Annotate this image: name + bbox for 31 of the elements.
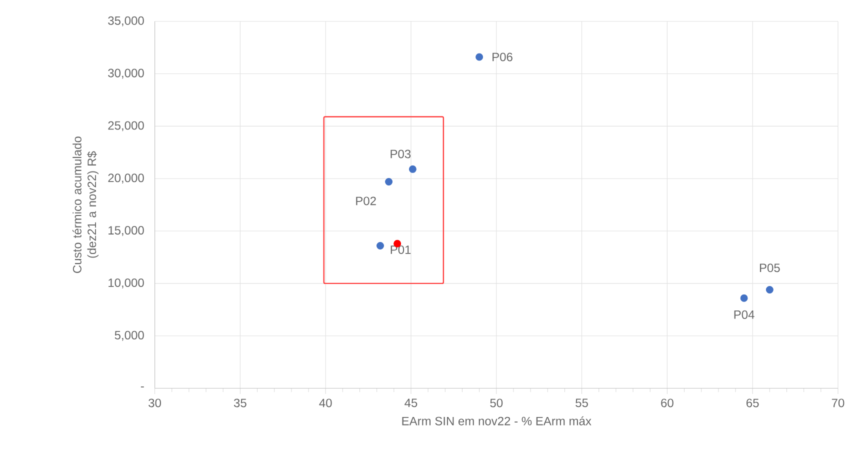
y-tick-label: 20,000 [108,174,144,184]
point [408,165,416,173]
x-tick-label: 70 [832,398,844,408]
x-tick-label: 30 [148,398,161,408]
annotation: P03 [390,150,411,158]
y-tick-label: 15,000 [108,226,144,236]
x-tick-label: 60 [661,398,674,408]
annotation: P02 [356,196,376,206]
x-tick-label: 50 [490,398,503,408]
x-tick-label: 45 [404,398,418,408]
point [476,53,484,61]
y-tick-label: 25,000 [108,121,144,132]
y-tick-label: 10,000 [108,278,144,288]
y-tick-label: 30,000 [108,68,144,79]
x-tick-label: 65 [746,398,759,408]
point [385,178,393,186]
x-tick-label: 55 [576,398,588,408]
annotation: P06 [492,52,512,62]
point [740,294,748,302]
point [766,286,774,294]
x-tick-label: 35 [234,398,246,408]
y-axis-title: Custo térmico acumulado (dez21 a nov22) R$ [72,136,98,273]
x-tick-label: 40 [319,398,332,408]
y-tick-label: 35,000 [108,16,144,26]
y-tick-label: 5,000 [114,330,144,341]
y-tick-label: - [140,386,144,388]
annotation: P05 [760,264,780,272]
x-axis-title: EArm SIN em nov22 - % EArm máx [402,416,592,426]
annotation: P04 [734,310,754,319]
annotation: P01 [390,245,411,254]
point [376,242,384,250]
